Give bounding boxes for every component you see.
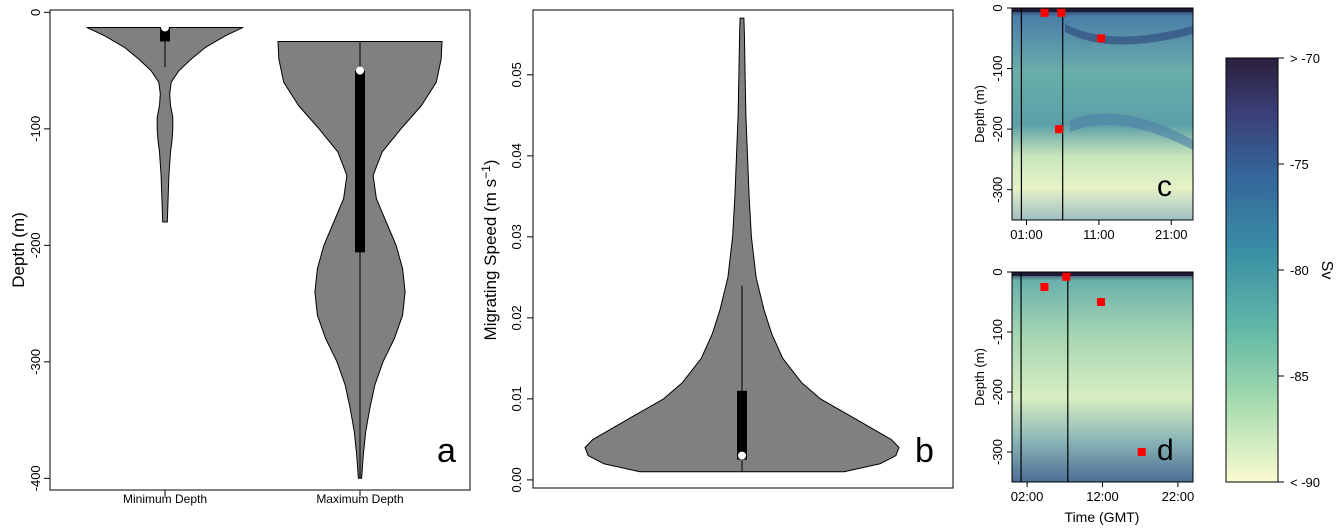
panel-b-ytick-label: 0.05 [509,62,524,87]
panel-a-minimum-median-point [161,23,169,32]
panel-c-xtick-label: 21:00 [1155,227,1188,242]
panel-b-speed-violin-body [584,17,900,473]
panel-a-ytick-label: -400 [28,465,43,491]
panel-d-xtick-label: 22:00 [1162,489,1195,504]
panel-d: 0-100-200-300 02:00 12:00 22:00 Depth (m) … [972,268,1194,525]
panel-d-ylabel: Depth (m) [972,348,987,406]
panel-c-ylabel: Depth (m) [972,85,987,143]
colorbar-label: Sv [1318,261,1335,280]
panel-d-ytick-label: -100 [990,319,1005,345]
panel-a-minimum-violin-body [86,26,244,223]
panel-c-ytick-label: -300 [990,177,1005,203]
panel-b-ytick-label: 0.03 [509,224,524,249]
panel-b-y-axis: 0.00 0.01 0.02 0.03 0.04 0.05 [509,62,533,493]
panel-b-ylabel-sup: −1 [479,165,493,179]
panel-b-label: b [915,432,934,470]
panel-b-ytick-label: 0.01 [509,386,524,411]
panel-b-ylabel: Migrating Speed (m s−1) [479,160,500,341]
panel-c-ytick-label: 0 [990,4,1005,11]
panel-b-speed-box [737,390,747,460]
panel-c-marker [1097,34,1106,43]
panel-b: 0.00 0.01 0.02 0.03 0.04 0.05 Migrating Speed… [479,9,954,493]
panel-c-ytick-label: -200 [990,116,1005,142]
panel-c-x-axis: 01:00 11:00 21:00 [1010,220,1188,242]
panel-a-xtick-label: Minimum Depth [123,492,207,506]
panel-a-ytick-label: -300 [28,349,43,375]
panel-c-y-axis: 0 -100 -200 -300 [990,4,1012,203]
panel-c-frame [1011,7,1194,221]
panel-c: 0-100-200-300 01:00 11:00 21:00 Depth (m) … [972,4,1194,242]
panel-c-vertical-lines [1020,8,1064,220]
panel-d-surface [1012,272,1193,276]
panel-d-markers [1040,272,1146,456]
colorbar-tick-label: -80 [1290,263,1309,278]
panel-d-heatmap [1012,272,1193,482]
panel-d-ytick-label: -200 [990,379,1005,405]
panel-a-minimum-box [160,27,170,42]
panel-c-surface [1012,8,1193,12]
panel-a-ytick-label: -100 [28,116,43,142]
panel-a-maximum-box [355,70,365,253]
panel-d-xtick-label: 12:00 [1086,489,1119,504]
panel-d-ytick-label: 0 [990,268,1005,275]
panel-b-ylabel-end: ) [481,160,500,166]
panel-b-ytick-label: 0.02 [509,305,524,330]
panel-c-marker [1040,8,1049,17]
panel-c-markers [1040,8,1106,134]
panel-b-ylabel-main: Migrating Speed (m s [481,179,500,341]
panel-d-marker [1096,298,1105,306]
panel-a-frame [49,9,471,491]
panel-d-vertical-lines [1020,272,1069,482]
colorbar-tick-label: < -90 [1290,475,1320,490]
panel-c-xtick-label: 11:00 [1083,227,1115,242]
panel-c-layer-band [1065,24,1193,45]
panel-b-violins [584,17,900,473]
panel-a-ytick-label: 0 [28,9,43,16]
panel-a-x-axis: Minimum Depth Maximum Depth [123,490,404,506]
panel-d-xlabel: Time (GMT) [1065,509,1140,525]
panel-a-maximum-median-point [356,66,364,75]
panel-a-label: a [437,432,456,470]
colorbar-tick-label: -75 [1290,157,1309,172]
panel-a-ylabel: Depth (m) [9,212,28,288]
panel-d-y-axis: 0 -100 -200 -300 [990,268,1012,465]
panel-d-ytick-label: -300 [990,439,1005,465]
colorbar: > -70 -75 -80 -85 < -90 Sv [1225,51,1335,490]
panel-c-label: c [1157,170,1172,203]
panel-a-xtick-label: Maximum Depth [316,492,403,506]
panel-a-violins [86,23,443,479]
panel-d-xtick-label: 02:00 [1011,489,1044,504]
panel-d-marker [1137,448,1146,456]
panel-c-marker [1055,125,1064,134]
colorbar-ticks: > -70 -75 -80 -85 < -90 [1278,51,1320,490]
panel-a: 0 -100 -200 -300 -400 Minimum Depth Maximum D… [9,9,471,506]
panel-a-ytick-label: -200 [28,232,43,258]
panel-b-speed-median-point [738,451,746,460]
panel-b-ytick-label: 0.04 [509,143,524,168]
panel-d-x-axis: 02:00 12:00 22:00 [1011,482,1194,504]
panel-d-label: d [1157,434,1174,467]
panel-c-ytick-label: -100 [990,56,1005,82]
panel-c-deep-band [1070,113,1193,150]
panel-b-frame [532,9,954,489]
panel-d-marker [1062,272,1071,281]
colorbar-tick-label: -85 [1290,369,1309,384]
colorbar-tick-label: > -70 [1290,51,1320,66]
panel-d-marker [1040,283,1049,291]
panel-c-xtick-label: 01:00 [1010,227,1043,242]
panel-c-marker [1057,8,1066,17]
panel-b-ytick-label: 0.00 [509,467,524,492]
panel-a-y-axis: 0 -100 -200 -300 -400 [28,9,50,491]
colorbar-gradient [1225,57,1279,483]
